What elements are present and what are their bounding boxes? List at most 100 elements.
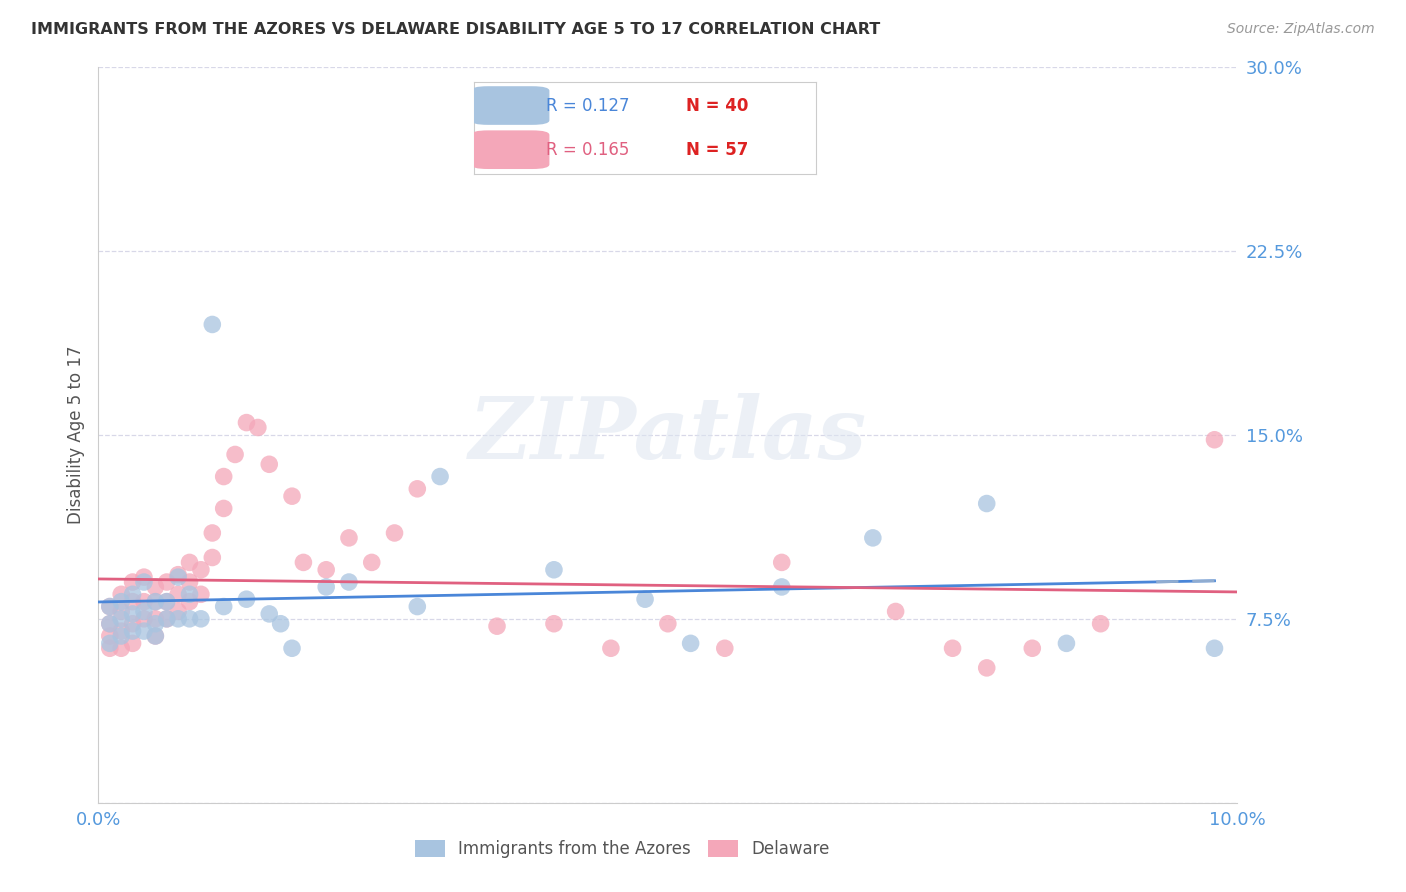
Point — [145, 612, 167, 626]
Point — [132, 574, 155, 589]
Point — [976, 661, 998, 675]
Point — [179, 555, 201, 569]
Point — [657, 616, 679, 631]
Point — [167, 570, 190, 584]
Point — [201, 525, 224, 540]
Point — [384, 525, 406, 540]
Point — [121, 587, 143, 601]
Point — [884, 605, 907, 619]
Legend: Immigrants from the Azores, Delaware: Immigrants from the Azores, Delaware — [408, 833, 837, 864]
Point — [145, 629, 167, 643]
Point — [201, 550, 224, 565]
Point — [167, 567, 190, 582]
Point — [110, 641, 132, 656]
Point — [132, 570, 155, 584]
Point — [406, 482, 429, 496]
Point — [1090, 616, 1112, 631]
Point — [121, 624, 143, 639]
Point — [212, 469, 235, 483]
Point — [167, 587, 190, 601]
Point — [190, 587, 212, 601]
Point — [315, 580, 337, 594]
Point — [543, 616, 565, 631]
Point — [110, 587, 132, 601]
Point — [110, 624, 132, 639]
Point — [259, 607, 281, 621]
Point — [121, 616, 143, 631]
Text: IMMIGRANTS FROM THE AZORES VS DELAWARE DISABILITY AGE 5 TO 17 CORRELATION CHART: IMMIGRANTS FROM THE AZORES VS DELAWARE D… — [31, 22, 880, 37]
Point — [121, 594, 143, 608]
Point — [862, 531, 884, 545]
Point — [98, 641, 121, 656]
Point — [145, 616, 167, 631]
Point — [98, 616, 121, 631]
Point — [156, 612, 179, 626]
Point — [976, 496, 998, 510]
Point — [121, 607, 143, 621]
Point — [179, 574, 201, 589]
Point — [292, 555, 315, 569]
Point — [281, 489, 304, 503]
Point — [201, 318, 224, 332]
Point — [281, 641, 304, 656]
Point — [132, 605, 155, 619]
Point — [270, 616, 292, 631]
Point — [486, 619, 509, 633]
Point — [132, 624, 155, 639]
Point — [167, 612, 190, 626]
Point — [360, 555, 382, 569]
Point — [714, 641, 737, 656]
Point — [224, 448, 246, 462]
Point — [121, 636, 143, 650]
Point — [132, 594, 155, 608]
Point — [315, 563, 337, 577]
Point — [259, 457, 281, 471]
Y-axis label: Disability Age 5 to 17: Disability Age 5 to 17 — [66, 345, 84, 524]
Point — [1021, 641, 1043, 656]
Point — [98, 599, 121, 614]
Point — [235, 416, 257, 430]
Point — [429, 469, 451, 483]
Point — [179, 612, 201, 626]
Point — [156, 574, 179, 589]
Point — [1204, 641, 1226, 656]
Point — [770, 555, 793, 569]
Text: Source: ZipAtlas.com: Source: ZipAtlas.com — [1227, 22, 1375, 37]
Point — [110, 594, 132, 608]
Point — [406, 599, 429, 614]
Point — [212, 599, 235, 614]
Point — [679, 636, 702, 650]
Point — [1204, 433, 1226, 447]
Point — [600, 641, 623, 656]
Point — [156, 612, 179, 626]
Point — [190, 563, 212, 577]
Point — [110, 629, 132, 643]
Point — [634, 592, 657, 607]
Point — [190, 612, 212, 626]
Point — [145, 594, 167, 608]
Point — [145, 580, 167, 594]
Text: ZIPatlas: ZIPatlas — [468, 393, 868, 476]
Point — [246, 420, 269, 434]
Point — [145, 594, 167, 608]
Point — [110, 605, 132, 619]
Point — [132, 612, 155, 626]
Point — [121, 574, 143, 589]
Point — [98, 599, 121, 614]
Point — [770, 580, 793, 594]
Point — [110, 612, 132, 626]
Point — [98, 616, 121, 631]
Point — [235, 592, 257, 607]
Point — [167, 605, 190, 619]
Point — [98, 629, 121, 643]
Point — [942, 641, 965, 656]
Point — [543, 563, 565, 577]
Point — [156, 594, 179, 608]
Point — [98, 636, 121, 650]
Point — [179, 594, 201, 608]
Point — [145, 629, 167, 643]
Point — [1056, 636, 1078, 650]
Point — [212, 501, 235, 516]
Point — [179, 587, 201, 601]
Point — [337, 531, 360, 545]
